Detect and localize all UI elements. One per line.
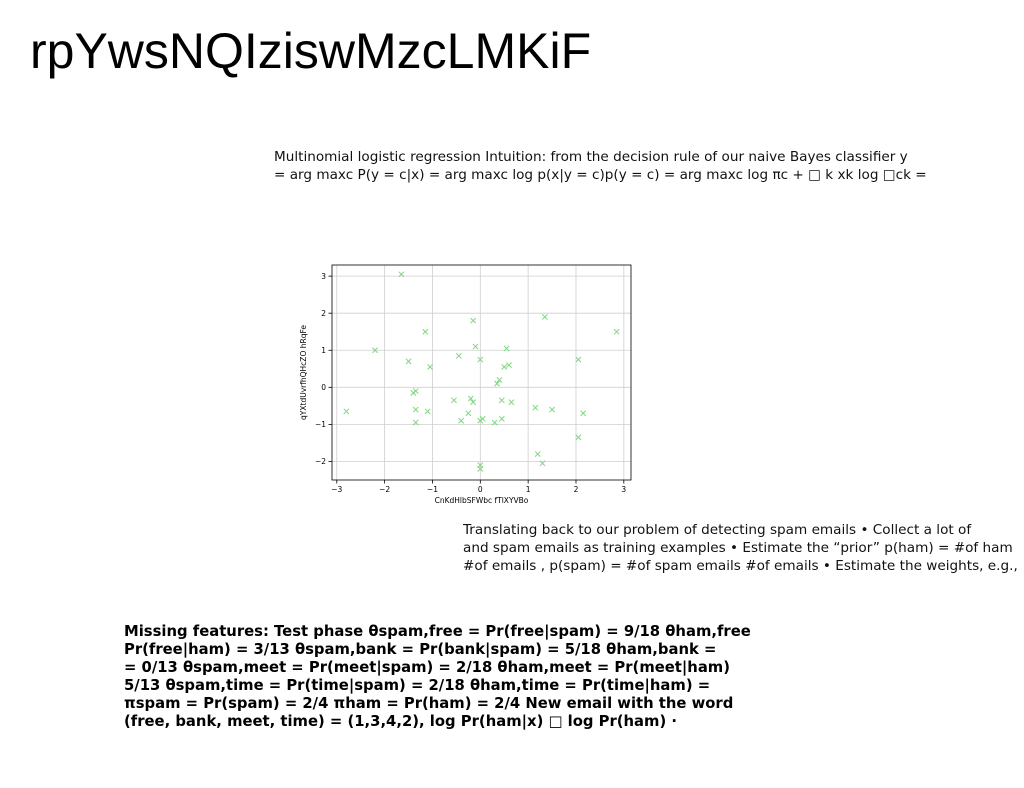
scatter-point [470,317,477,324]
x-axis-label: CnKdHlbSFWbc fTlXYVBo [435,496,529,505]
scatter-point [539,460,546,467]
scatter-point [412,419,419,426]
scatter-point [405,358,412,365]
scatter-point [580,410,587,417]
x-tick-label: 1 [526,485,531,494]
y-tick-label: 1 [321,346,326,355]
x-tick-label: −1 [427,485,438,494]
scatter-point [427,363,434,370]
scatter-point [498,397,505,404]
slide-title: rpYwsNQIziswMzcLMKiF [30,23,592,79]
x-tick-label: −2 [379,485,390,494]
scatter-point [549,406,556,413]
y-tick-label: 3 [321,272,326,281]
scatter-point [398,271,405,278]
scatter-point [477,465,484,472]
scatter-point [372,347,379,354]
x-tick-label: 2 [574,485,579,494]
y-axis-label: qYXtdUvrfhQHcZO hRqFe [299,325,308,420]
y-tick-label: −1 [315,420,326,429]
scatter-point [343,408,350,415]
scatter-point [455,352,462,359]
chart-ticks: −3 −2 −1 0 1 2 3 −2 −1 0 1 2 3 [315,272,626,494]
y-tick-label: 2 [321,309,326,318]
y-tick-label: −2 [315,457,326,466]
scatter-point [541,313,548,320]
scatter-point [498,415,505,422]
scatter-point [575,434,582,441]
chart-points [343,271,620,472]
scatter-chart-svg: −3 −2 −1 0 1 2 3 −2 −1 0 1 2 3 CnKdHlbSFWbc fTlXYVBo… [299,264,632,505]
scatter-point [494,380,501,387]
scatter-point [412,406,419,413]
x-tick-label: 0 [478,485,483,494]
scatter-point [458,417,465,424]
scatter-point [410,389,417,396]
plot-frame [331,264,632,481]
scatter-point [503,345,510,352]
scatter-point [479,415,486,422]
scatter-point [532,404,539,411]
paragraph-logistic-regression: Multinomial logistic regression Intuitio… [274,149,927,183]
scatter-point [467,395,474,402]
scatter-point [496,376,503,383]
scatter-point [422,328,429,335]
scatter-point [470,399,477,406]
scatter-point [508,399,515,406]
scatter-chart: −3 −2 −1 0 1 2 3 −2 −1 0 1 2 3 CnKdHlbSFWbc fTlXYVBo… [292,258,642,510]
y-tick-label: 0 [321,383,326,392]
scatter-point [472,343,479,350]
scatter-point [424,408,431,415]
scatter-point [506,362,512,369]
scatter-point [491,419,498,426]
scatter-point [575,356,582,363]
scatter-point [613,328,620,335]
paragraph-spam-detection: Translating back to our problem of detec… [463,522,1018,574]
x-tick-label: −3 [331,485,342,494]
scatter-point [451,397,457,404]
x-tick-label: 3 [621,485,626,494]
scatter-point [465,410,472,417]
chart-grid [332,265,631,480]
scatter-point [477,356,484,363]
scatter-point [501,363,508,370]
paragraph-missing-features: Missing features: Test phase θspam,free … [124,623,751,730]
scatter-point [534,451,541,458]
